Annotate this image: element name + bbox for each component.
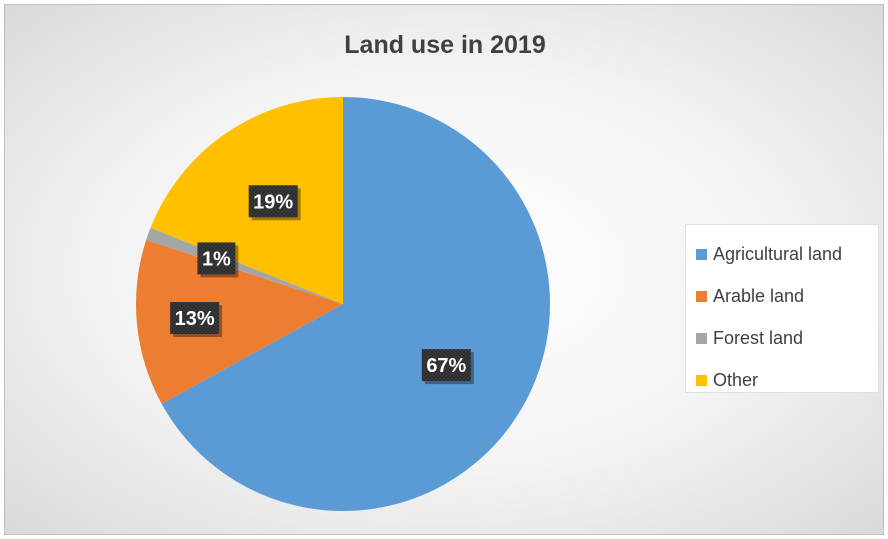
legend-item-arable-land: Arable land	[686, 275, 878, 317]
legend-swatch	[696, 290, 707, 302]
pie-chart: 67% 13% 1% 19%	[135, 97, 550, 512]
svg-text:67%: 67%	[426, 355, 466, 377]
svg-text:19%: 19%	[253, 191, 293, 213]
legend-swatch	[696, 248, 707, 260]
chart-title: Land use in 2019	[344, 31, 546, 59]
data-label-agricultural-land: 67%	[421, 349, 474, 385]
data-label-forest-land: 1%	[197, 242, 239, 278]
data-label-arable-land: 13%	[170, 302, 223, 338]
legend: Agricultural land Arable land Forest lan…	[685, 224, 879, 393]
pie-slice-other	[150, 97, 343, 304]
svg-text:1%: 1%	[202, 248, 231, 270]
legend-swatch	[696, 332, 707, 344]
data-label-other: 19%	[248, 185, 301, 221]
legend-label: Arable land	[713, 285, 805, 306]
legend-label: Other	[713, 369, 759, 390]
legend-label: Forest land	[713, 327, 804, 348]
legend-item-agricultural-land: Agricultural land	[686, 233, 878, 275]
legend-swatch	[696, 374, 707, 386]
legend-item-forest-land: Forest land	[686, 317, 878, 359]
legend-label: Agricultural land	[713, 243, 843, 264]
chart-area: Land use in 2019 67% 13% 1% 19% Agricultura…	[4, 4, 884, 535]
pie-slice-agricultural-land	[161, 97, 550, 512]
pie-slice-forest-land	[146, 227, 343, 304]
svg-text:13%: 13%	[175, 308, 215, 330]
legend-item-other: Other	[686, 359, 878, 401]
pie-slice-arable-land	[135, 240, 343, 404]
